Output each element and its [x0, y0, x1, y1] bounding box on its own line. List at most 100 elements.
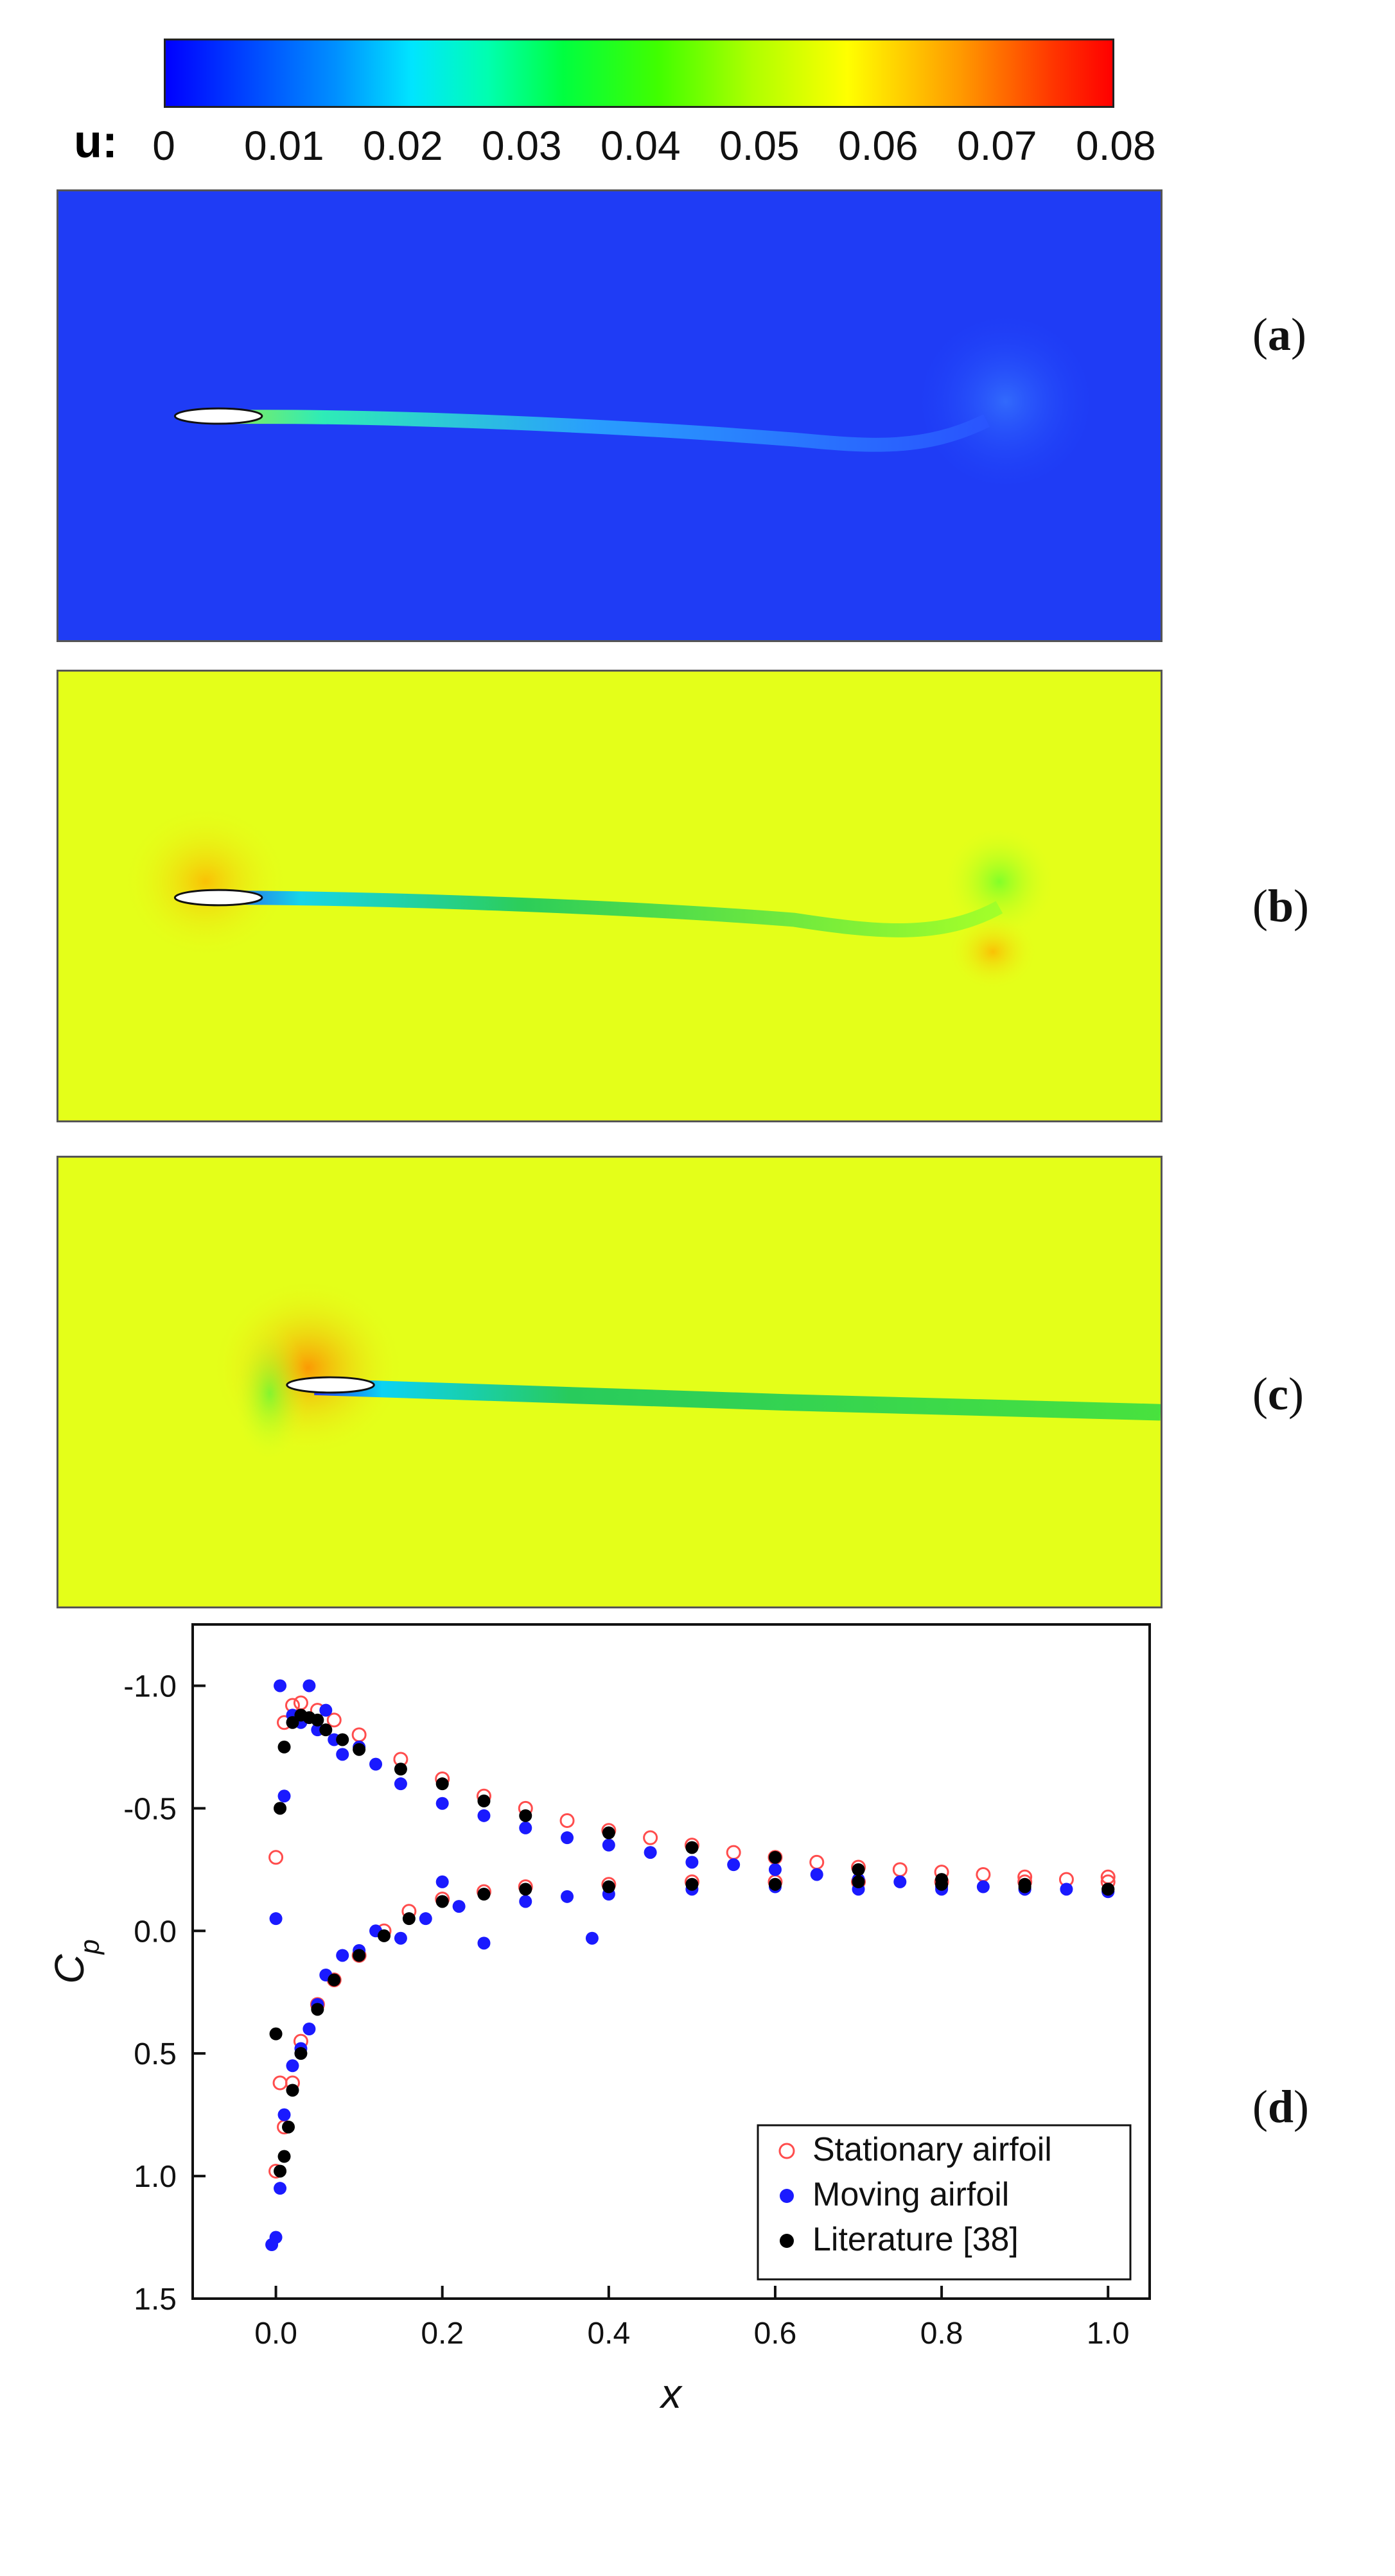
point-moving-airfoil	[336, 1949, 349, 1962]
colorbar-tick-label: 0.06	[838, 123, 918, 169]
point-literature-38	[685, 1841, 699, 1854]
contour-panel-b	[57, 670, 1162, 1122]
point-literature-38	[1018, 1880, 1031, 1893]
point-moving-airfoil	[561, 1890, 574, 1903]
colorbar-tick-label: 0	[152, 123, 175, 169]
point-moving-airfoil	[602, 1838, 615, 1852]
point-moving-airfoil	[585, 1931, 599, 1945]
panel-label-c: (c)	[1252, 1368, 1304, 1420]
point-stationary-airfoil	[326, 1712, 342, 1728]
point-moving-airfoil	[976, 1880, 990, 1893]
point-literature-38	[768, 1877, 782, 1891]
point-moving-airfoil	[394, 1777, 407, 1791]
x-tick-label: 1.0	[1087, 2317, 1130, 2351]
x-tick-label: 0.8	[920, 2317, 963, 2351]
point-moving-airfoil	[685, 1856, 699, 1869]
point-literature-38	[378, 1929, 390, 1942]
point-literature-38	[1101, 1883, 1115, 1896]
legend-marker	[778, 2143, 795, 2159]
point-literature-38	[602, 1880, 615, 1893]
point-literature-38	[402, 1912, 416, 1926]
point-moving-airfoil	[277, 1789, 291, 1803]
colorbar-variable-label: u:	[74, 116, 118, 168]
cp-chart: 0.0 0.2 0.4 0.6 0.8 1.0 -1.0 -0.5 0.0 0.5 1.0 1.5 x C…	[46, 1623, 1151, 2417]
colorbar-tick-label: 0.08	[1076, 123, 1156, 169]
point-literature-38	[602, 1826, 615, 1840]
point-moving-airfoil	[435, 1797, 449, 1810]
point-moving-airfoil	[435, 1875, 449, 1888]
y-tick-label: 0.5	[134, 2037, 177, 2071]
x-tick-label: 0.0	[254, 2317, 297, 2351]
point-moving-airfoil	[452, 1900, 466, 1913]
point-stationary-airfoil	[559, 1813, 575, 1828]
point-literature-38	[935, 1877, 949, 1891]
point-moving-airfoil	[369, 1757, 383, 1771]
point-literature-38	[311, 2003, 324, 2016]
point-moving-airfoil	[519, 1895, 532, 1908]
point-literature-38	[336, 1733, 349, 1746]
point-stationary-airfoil	[293, 1695, 308, 1710]
point-literature-38	[685, 1877, 699, 1891]
point-literature-38	[269, 2027, 283, 2041]
point-moving-airfoil	[303, 2023, 316, 2035]
point-moving-airfoil	[274, 1679, 287, 1693]
point-moving-airfoil	[303, 1679, 316, 1693]
x-axis-label: x	[659, 2371, 683, 2417]
point-literature-38	[286, 1716, 299, 1729]
legend-box	[757, 2124, 1132, 2281]
point-literature-38	[277, 2150, 291, 2163]
x-tick-label: 0.4	[587, 2317, 630, 2351]
point-literature-38	[319, 1723, 333, 1737]
contour-panel-a	[57, 189, 1162, 642]
panel-label-d: (d)	[1252, 2081, 1310, 2132]
point-literature-38	[852, 1863, 865, 1876]
point-moving-airfoil	[727, 1858, 741, 1872]
point-moving-airfoil	[810, 1868, 823, 1881]
colorbar	[164, 39, 1114, 108]
legend-marker	[780, 2234, 794, 2248]
legend-label: Moving airfoil	[812, 2176, 1009, 2213]
point-moving-airfoil	[519, 1821, 532, 1834]
plot-frame	[191, 1623, 1151, 2300]
point-moving-airfoil	[269, 1912, 283, 1926]
point-literature-38	[353, 1743, 366, 1756]
point-stationary-airfoil	[643, 1830, 658, 1845]
x-tick-label: 0.2	[421, 2317, 464, 2351]
point-literature-38	[328, 1973, 341, 1987]
point-literature-38	[519, 1809, 532, 1822]
point-moving-airfoil	[319, 1703, 333, 1717]
colorbar-tick-label: 0.03	[482, 123, 562, 169]
panel-label-a: (a)	[1252, 309, 1306, 360]
point-literature-38	[274, 1802, 287, 1815]
point-literature-38	[277, 1740, 291, 1754]
panel-label-b: (b)	[1252, 880, 1310, 932]
colorbar-tick-label: 0.02	[363, 123, 443, 169]
point-stationary-airfoil	[809, 1854, 825, 1870]
point-literature-38	[274, 2164, 287, 2178]
x-tick-label: 0.6	[754, 2317, 797, 2351]
point-moving-airfoil	[477, 1809, 491, 1822]
point-literature-38	[311, 1713, 324, 1727]
point-literature-38	[519, 1883, 532, 1896]
point-literature-38	[286, 2084, 299, 2097]
legend-label: Stationary airfoil	[812, 2131, 1052, 2168]
plot-area: 0.0 0.2 0.4 0.6 0.8 1.0 -1.0 -0.5 0.0 0.5 1.0 1.5 x C…	[46, 1623, 1151, 2417]
point-literature-38	[435, 1895, 449, 1908]
point-literature-38	[394, 1762, 407, 1776]
legend-marker	[780, 2189, 794, 2203]
point-literature-38	[852, 1875, 865, 1888]
point-literature-38	[768, 1850, 782, 1864]
point-moving-airfoil	[419, 1912, 432, 1926]
point-stationary-airfoil	[272, 2075, 288, 2091]
point-moving-airfoil	[286, 2059, 299, 2073]
y-axis-label: Cp	[46, 1939, 105, 1984]
point-moving-airfoil	[893, 1875, 907, 1888]
point-moving-airfoil	[274, 2182, 287, 2195]
point-stationary-airfoil	[351, 1727, 367, 1743]
point-literature-38	[477, 1888, 491, 1901]
point-moving-airfoil	[336, 1748, 349, 1761]
y-tick-label: -0.5	[123, 1792, 177, 1826]
y-tick-label: 1.5	[134, 2283, 177, 2317]
point-literature-38	[294, 2047, 308, 2060]
y-tick-label: 0.0	[134, 1915, 177, 1949]
